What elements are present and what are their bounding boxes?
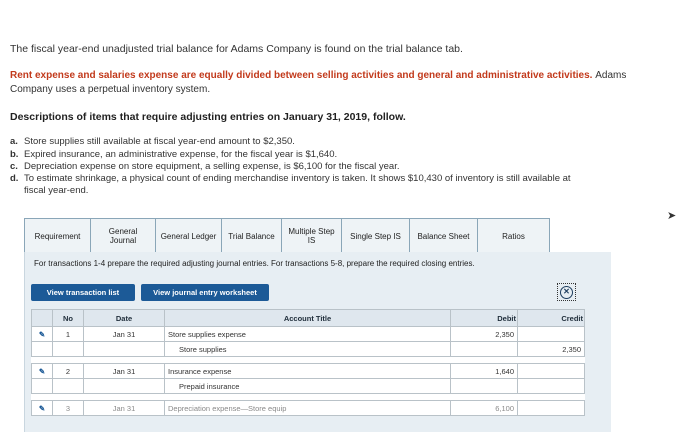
row-no: 3 [52, 400, 84, 416]
row-credit [517, 326, 585, 342]
row-no [52, 378, 84, 394]
row-no: 2 [52, 363, 84, 379]
row-account: Store supplies [164, 341, 451, 357]
row-date [83, 341, 165, 357]
row-account: Store supplies expense [164, 326, 451, 342]
tab-multiple-step-is[interactable]: Multiple Step IS [282, 219, 342, 253]
tab-single-step-is[interactable]: Single Step IS [342, 219, 410, 253]
item-d: d. To estimate shrinkage, a physical coun… [10, 173, 571, 184]
note-bold-text: Rent expense and salaries expense are eq… [10, 70, 626, 81]
header-credit: Credit [517, 309, 585, 327]
row-date [83, 378, 165, 394]
row-date: Jan 31 [83, 326, 165, 342]
row-debit: 1,640 [450, 363, 518, 379]
journal-table: No Date Account Title Debit Credit ✎ 1 J… [31, 309, 585, 416]
edit-pencil-icon[interactable]: ✎ [31, 326, 53, 342]
table-row: Store supplies 2,350 [31, 341, 585, 357]
row-account: Depreciation expense—Store equip [164, 400, 451, 416]
header-date: Date [83, 309, 165, 327]
row-no [52, 341, 84, 357]
instructions-text: For transactions 1-4 prepare the require… [34, 259, 475, 268]
row-credit: 2,350 [517, 341, 585, 357]
header-no: No [52, 309, 84, 327]
item-a-text: Store supplies still available at fiscal… [24, 136, 295, 147]
row-account: Prepaid insurance [164, 378, 451, 394]
item-c-letter: c. [10, 161, 18, 172]
item-b-letter: b. [10, 149, 19, 160]
table-row: ✎ 2 Jan 31 Insurance expense 1,640 [31, 363, 585, 379]
row-no: 1 [52, 326, 84, 342]
mouse-cursor-icon: ➤ [667, 210, 677, 222]
item-d-letter: d. [10, 173, 19, 184]
row-debit: 6,100 [450, 400, 518, 416]
close-icon: ✕ [560, 285, 573, 299]
table-row: Prepaid insurance [31, 378, 585, 394]
row-credit [517, 400, 585, 416]
view-journal-entry-worksheet-button[interactable]: View journal entry worksheet [141, 284, 269, 301]
edit-pencil-icon[interactable]: ✎ [31, 363, 53, 379]
table-header-row: No Date Account Title Debit Credit [31, 309, 585, 327]
note-bold-part: Rent expense and salaries expense are eq… [10, 70, 593, 81]
row-credit [517, 363, 585, 379]
row-debit: 2,350 [450, 326, 518, 342]
note-line2: Company uses a perpetual inventory syste… [10, 84, 211, 95]
view-transaction-list-button[interactable]: View transaction list [31, 284, 135, 301]
row-date: Jan 31 [83, 363, 165, 379]
item-c-text: Depreciation expense on store equipment,… [24, 161, 400, 172]
tab-general-journal[interactable]: General Journal [91, 219, 156, 253]
item-b-text: Expired insurance, an administrative exp… [24, 149, 338, 160]
row-date: Jan 31 [83, 400, 165, 416]
tab-bar: Requirement General Journal General Ledg… [24, 218, 550, 254]
item-d-text: To estimate shrinkage, a physical count … [24, 173, 571, 184]
table-row: ✎ 1 Jan 31 Store supplies expense 2,350 [31, 326, 585, 342]
note-tail-part: Adams [595, 70, 627, 81]
row-debit [450, 341, 518, 357]
header-account-title: Account Title [164, 309, 451, 327]
item-a: a. Store supplies still available at fisc… [10, 136, 295, 147]
header-debit: Debit [450, 309, 518, 327]
item-c: c. Depreciation expense on store equipmen… [10, 161, 399, 172]
tab-requirement[interactable]: Requirement [25, 219, 91, 253]
edit-pencil-icon[interactable]: ✎ [31, 400, 53, 416]
tab-balance-sheet[interactable]: Balance Sheet [410, 219, 478, 253]
item-a-letter: a. [10, 136, 18, 147]
tab-trial-balance[interactable]: Trial Balance [222, 219, 282, 253]
header-edit [31, 309, 53, 327]
tab-general-ledger[interactable]: General Ledger [156, 219, 222, 253]
row-credit [517, 378, 585, 394]
table-row: ✎ 3 Jan 31 Depreciation expense—Store eq… [31, 400, 585, 416]
tab-ratios[interactable]: Ratios [502, 231, 525, 241]
descriptions-title: Descriptions of items that require adjus… [10, 111, 406, 123]
item-d-continuation: fiscal year-end. [24, 185, 89, 196]
row-debit [450, 378, 518, 394]
intro-text: The fiscal year-end unadjusted trial bal… [10, 43, 463, 55]
close-button[interactable]: ✕ [557, 283, 576, 301]
item-b: b. Expired insurance, an administrative e… [10, 149, 337, 160]
row-account: Insurance expense [164, 363, 451, 379]
